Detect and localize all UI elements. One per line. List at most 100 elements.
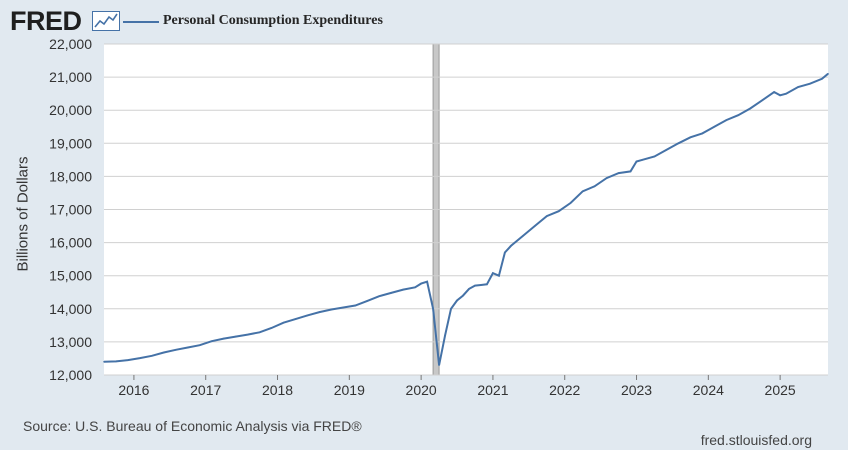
- data-point: [366, 300, 369, 302]
- data-point: [127, 359, 129, 361]
- data-point: [761, 99, 763, 102]
- data-point: [492, 272, 494, 274]
- data-point: [737, 114, 740, 116]
- data-point: [827, 72, 829, 75]
- data-point: [725, 119, 728, 121]
- y-tick-label: 21,000: [49, 69, 92, 85]
- legend-label: Personal Consumption Expenditures: [163, 13, 383, 28]
- data-point: [635, 160, 638, 163]
- data-point: [258, 331, 261, 334]
- data-point: [414, 286, 416, 289]
- data-point: [701, 132, 704, 135]
- y-tick-label: 18,000: [49, 168, 92, 184]
- data-point: [456, 299, 458, 302]
- data-point: [186, 346, 189, 349]
- data-point: [420, 282, 422, 285]
- data-point: [677, 142, 680, 145]
- y-tick-label: 17,000: [49, 202, 92, 218]
- y-axis: 12,000 13,000 14,000 15,000 16,000 17,000 18,0…: [49, 36, 92, 383]
- data-point: [468, 288, 470, 290]
- data-point: [557, 210, 560, 212]
- data-point: [653, 155, 656, 158]
- x-tick-label: 2018: [262, 382, 293, 398]
- y-tick-label: 22,000: [49, 36, 92, 52]
- y-tick-label: 13,000: [49, 334, 92, 350]
- y-tick-label: 20,000: [49, 102, 92, 118]
- data-point: [246, 333, 249, 336]
- y-tick-label: 16,000: [49, 235, 92, 251]
- x-axis: 2016 2017 2018 2019 2020 2021 2022 2023 2024 2025: [118, 375, 796, 398]
- data-point: [522, 235, 524, 237]
- y-tick-label: 12,000: [49, 367, 92, 383]
- data-point: [438, 364, 440, 366]
- data-point: [498, 274, 500, 277]
- x-tick-label: 2025: [765, 382, 796, 398]
- data-point: [294, 318, 297, 320]
- data-point: [444, 334, 446, 337]
- y-tick-label: 14,000: [49, 301, 92, 317]
- data-point: [163, 351, 165, 354]
- data-point: [234, 335, 237, 338]
- gridlines: [104, 43, 828, 376]
- data-point: [378, 295, 381, 298]
- chart-header: FRED Personal Consumption Expenditures: [10, 6, 610, 36]
- data-point: [222, 337, 225, 340]
- data-point: [689, 136, 692, 139]
- data-point: [210, 340, 213, 343]
- data-point: [809, 82, 811, 85]
- fred-logo[interactable]: FRED: [10, 6, 82, 36]
- data-point: [545, 215, 548, 217]
- data-point: [773, 91, 775, 93]
- data-point: [797, 86, 799, 88]
- data-point: [569, 202, 572, 204]
- data-point: [198, 344, 201, 347]
- x-tick-label: 2021: [477, 382, 508, 398]
- data-point: [139, 357, 141, 359]
- data-point: [486, 283, 488, 286]
- y-tick-label: 19,000: [49, 135, 92, 151]
- data-point: [641, 159, 644, 161]
- site-link[interactable]: fred.stlouisfed.org: [700, 432, 812, 448]
- data-point: [115, 360, 117, 363]
- data-point: [474, 284, 476, 287]
- trend-line-icon: [92, 11, 120, 31]
- data-point: [713, 125, 716, 128]
- x-tick-label: 2019: [334, 382, 365, 398]
- data-point: [605, 177, 608, 179]
- data-point: [175, 349, 177, 351]
- data-point: [450, 308, 452, 310]
- x-tick-label: 2022: [549, 382, 580, 398]
- y-axis-label: Billions of Dollars: [14, 156, 32, 272]
- x-tick-label: 2017: [190, 382, 221, 398]
- data-point: [821, 77, 823, 80]
- data-point: [318, 311, 321, 313]
- data-point: [342, 306, 345, 309]
- data-point: [510, 245, 512, 247]
- data-point: [306, 314, 309, 317]
- x-tick-label: 2020: [406, 382, 437, 398]
- data-point: [665, 149, 668, 151]
- data-point: [270, 327, 273, 329]
- data-point: [629, 170, 632, 173]
- data-point: [779, 94, 781, 97]
- data-point: [103, 360, 105, 363]
- data-point: [480, 284, 482, 286]
- data-point: [749, 107, 752, 110]
- data-point: [354, 304, 357, 307]
- data-point: [581, 190, 584, 193]
- x-tick-label: 2024: [693, 382, 724, 398]
- data-point: [402, 288, 404, 291]
- source-note: Source: U.S. Bureau of Economic Analysis…: [23, 418, 362, 434]
- legend-swatch: [123, 21, 159, 23]
- data-point: [504, 251, 506, 254]
- data-point: [432, 308, 434, 310]
- data-point: [151, 355, 153, 357]
- y-tick-label: 15,000: [49, 268, 92, 284]
- data-point: [593, 185, 596, 188]
- data-point: [390, 292, 393, 294]
- x-tick-label: 2016: [118, 382, 149, 398]
- data-point: [617, 172, 620, 174]
- x-tick-label: 2023: [621, 382, 652, 398]
- data-point: [426, 280, 428, 283]
